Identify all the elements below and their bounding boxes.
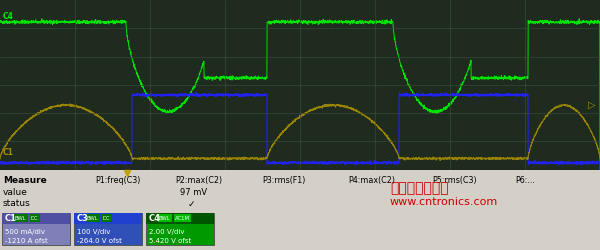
FancyBboxPatch shape [146,213,214,245]
Text: BWL: BWL [87,216,98,221]
FancyBboxPatch shape [173,214,191,222]
Text: AC1M: AC1M [175,216,190,221]
Text: 电子元件技术网: 电子元件技术网 [390,182,449,196]
Text: BWL: BWL [159,216,170,221]
Text: P6:...: P6:... [515,176,535,184]
Text: www.cntronics.com: www.cntronics.com [390,197,498,207]
Text: C1: C1 [2,148,13,157]
Text: P3:rms(F1): P3:rms(F1) [262,176,305,184]
Text: P5:rms(C3): P5:rms(C3) [432,176,476,184]
Text: 500 mA/div: 500 mA/div [5,229,45,235]
FancyBboxPatch shape [158,214,172,222]
FancyBboxPatch shape [146,213,214,224]
FancyBboxPatch shape [2,213,70,224]
Text: BWL: BWL [15,216,26,221]
Text: C3: C3 [77,214,88,223]
Text: -1210 A ofst: -1210 A ofst [5,238,48,244]
Text: 100 V/div: 100 V/div [77,229,110,235]
Text: Measure: Measure [3,176,47,184]
Text: ▷: ▷ [588,100,596,110]
FancyBboxPatch shape [29,214,40,222]
FancyBboxPatch shape [74,213,142,224]
FancyBboxPatch shape [74,213,142,245]
Text: 5.420 V ofst: 5.420 V ofst [149,238,191,244]
Text: C1: C1 [5,214,17,223]
Text: status: status [3,199,31,208]
Text: P2:max(C2): P2:max(C2) [175,176,222,184]
FancyBboxPatch shape [86,214,100,222]
Text: DC: DC [103,216,110,221]
Text: ✓: ✓ [188,200,196,209]
Text: 2.00 V/div: 2.00 V/div [149,229,185,235]
Text: C4: C4 [149,214,161,223]
FancyBboxPatch shape [101,214,112,222]
FancyBboxPatch shape [14,214,28,222]
Text: 97 mV: 97 mV [180,188,207,196]
Text: -264.0 V ofst: -264.0 V ofst [77,238,122,244]
FancyBboxPatch shape [2,213,70,245]
Text: value: value [3,188,28,196]
Text: DC: DC [31,216,38,221]
Text: C4: C4 [2,12,13,22]
Text: P4:max(C2): P4:max(C2) [348,176,395,184]
Text: P1:freq(C3): P1:freq(C3) [95,176,140,184]
